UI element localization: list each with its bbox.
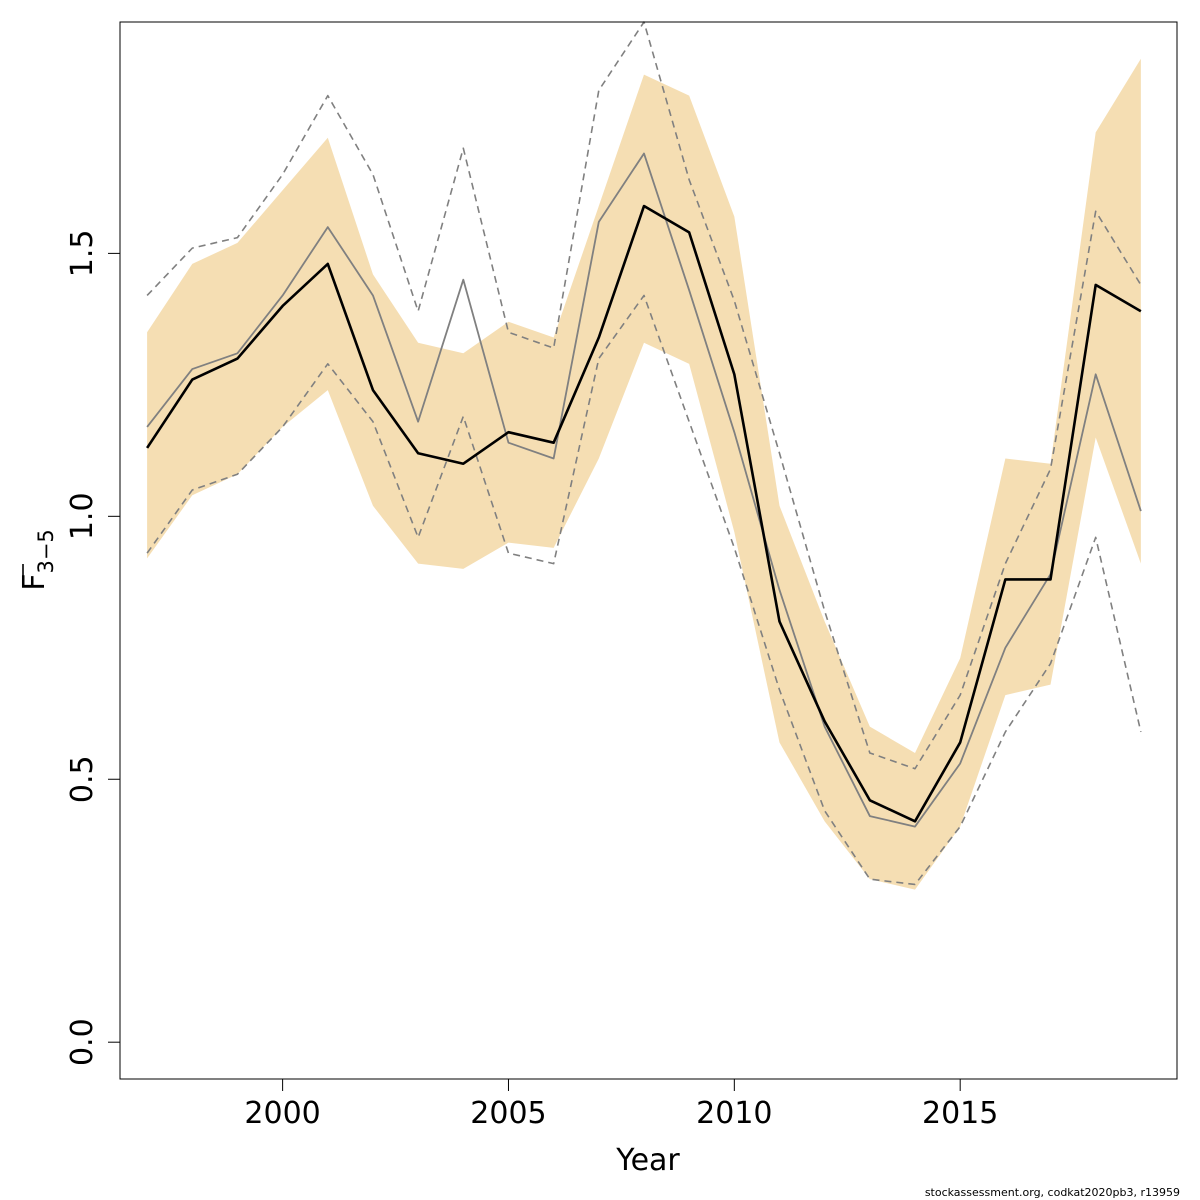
- x-axis: 2000 2005 2010 2015: [244, 1079, 998, 1131]
- credit-text: stockassessment.org, codkat2020pb3, r139…: [925, 1186, 1180, 1199]
- y-axis: 0.0 0.5 1.0 1.5: [65, 230, 120, 1066]
- x-tick-label: 2010: [696, 1096, 772, 1131]
- x-tick-label: 2000: [244, 1096, 320, 1131]
- y-tick-label: 0.0: [65, 1018, 100, 1066]
- y-tick-label: 1.5: [65, 230, 100, 278]
- y-tick-label: 1.0: [65, 492, 100, 540]
- x-tick-label: 2015: [922, 1096, 998, 1131]
- main-estimate-line: [146, 204, 1142, 823]
- y-axis-title-main: F: [17, 574, 52, 591]
- confidence-band: [147, 58, 1141, 890]
- x-tick-label: 2005: [470, 1096, 546, 1131]
- dashed-lower-line: [146, 294, 1142, 886]
- confidence-band-layer: [147, 58, 1141, 890]
- y-axis-title: F3−5: [17, 529, 58, 591]
- x-axis-title: Year: [615, 1143, 680, 1178]
- y-tick-label: 0.5: [65, 755, 100, 803]
- plot-frame: [119, 21, 1178, 1080]
- secondary-line: [146, 152, 1142, 828]
- svg-text:F3−5: F3−5: [17, 529, 58, 591]
- y-axis-title-subscript: 3−5: [34, 529, 58, 573]
